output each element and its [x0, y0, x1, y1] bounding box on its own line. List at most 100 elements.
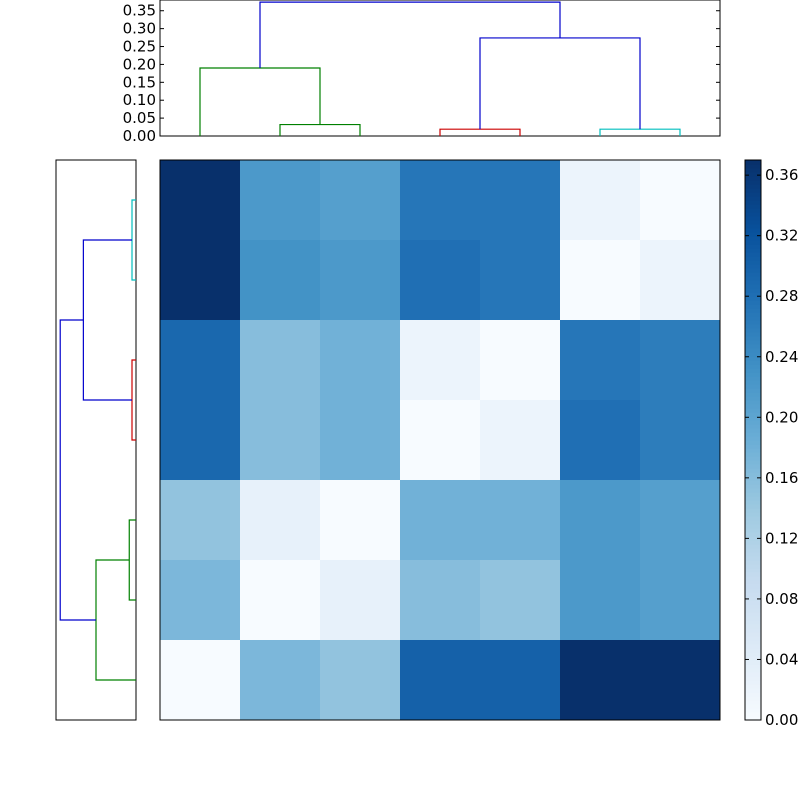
colorbar-gradient-step	[745, 200, 761, 205]
colorbar-gradient-step	[745, 544, 761, 549]
colorbar-gradient-step	[745, 232, 761, 237]
colorbar-gradient-step	[745, 308, 761, 313]
colorbar-gradient-step	[745, 372, 761, 377]
colorbar-gradient-step	[745, 688, 761, 693]
heatmap-cell	[400, 160, 481, 241]
colorbar-tick-label: 0.16	[765, 469, 798, 487]
colorbar-gradient-step	[745, 620, 761, 625]
colorbar-gradient-step	[745, 248, 761, 253]
colorbar-gradient-step	[745, 456, 761, 461]
heatmap-cell	[320, 480, 401, 561]
colorbar-tick-label: 0.36	[765, 166, 798, 184]
colorbar-gradient-step	[745, 528, 761, 533]
colorbar-gradient-step	[745, 648, 761, 653]
heatmap-cell	[560, 640, 641, 721]
colorbar-gradient-step	[745, 356, 761, 361]
top-dendrogram-ytick-label: 0.25	[123, 38, 156, 56]
colorbar-gradient-step	[745, 376, 761, 381]
colorbar-gradient-step	[745, 656, 761, 661]
heatmap-cell	[160, 640, 241, 721]
colorbar-gradient-step	[745, 536, 761, 541]
heatmap-cell	[400, 320, 481, 401]
colorbar-tick-label: 0.32	[765, 227, 798, 245]
colorbar-gradient-step	[745, 172, 761, 177]
colorbar-gradient-step	[745, 272, 761, 277]
top-dendrogram-ytick-label: 0.35	[123, 2, 156, 20]
colorbar-gradient-step	[745, 432, 761, 437]
heatmap-cell	[160, 240, 241, 321]
colorbar-gradient-step	[745, 260, 761, 265]
colorbar-gradient-step	[745, 564, 761, 569]
colorbar-gradient-step	[745, 268, 761, 273]
colorbar-gradient-step	[745, 292, 761, 297]
colorbar-gradient-step	[745, 524, 761, 529]
heatmap-cell	[240, 240, 321, 321]
colorbar-gradient-step	[745, 568, 761, 573]
colorbar-tick-label: 0.12	[765, 529, 798, 547]
colorbar-gradient-step	[745, 440, 761, 445]
top-dendrogram-link	[279, 123, 361, 136]
heatmap-cell	[240, 480, 321, 561]
colorbar-gradient-step	[745, 468, 761, 473]
colorbar-gradient-step	[745, 500, 761, 505]
colorbar-gradient-step	[745, 532, 761, 537]
heatmap-cell	[560, 480, 641, 561]
colorbar-gradient-step	[745, 624, 761, 629]
colorbar-gradient-step	[745, 684, 761, 689]
colorbar-gradient-step	[745, 360, 761, 365]
colorbar-gradient-step	[745, 700, 761, 705]
heatmap-cell	[640, 160, 721, 241]
colorbar-gradient-step	[745, 692, 761, 697]
colorbar-gradient-step	[745, 176, 761, 181]
colorbar-gradient-step	[745, 348, 761, 353]
heatmap-cell	[240, 320, 321, 401]
heatmap-cell	[480, 560, 561, 641]
colorbar-gradient-step	[745, 452, 761, 457]
heatmap-cell	[640, 400, 721, 481]
top-dendrogram-link	[199, 67, 321, 136]
colorbar-gradient-step	[745, 608, 761, 613]
colorbar-gradient-step	[745, 384, 761, 389]
colorbar-gradient-step	[745, 504, 761, 509]
heatmap-cell	[640, 480, 721, 561]
colorbar-gradient-step	[745, 364, 761, 369]
heatmap-cell	[480, 480, 561, 561]
heatmap-cell	[480, 160, 561, 241]
colorbar-tick-label: 0.04	[765, 650, 798, 668]
colorbar-gradient-step	[745, 596, 761, 601]
colorbar-gradient-step	[745, 208, 761, 213]
top-dendrogram-link	[599, 128, 681, 136]
heatmap	[159, 159, 721, 721]
colorbar-gradient-step	[745, 160, 761, 165]
heatmap-cell	[560, 160, 641, 241]
colorbar-gradient-step	[745, 380, 761, 385]
colorbar-gradient-step	[745, 460, 761, 465]
colorbar-gradient-step	[745, 420, 761, 425]
heatmap-cell	[160, 400, 241, 481]
colorbar-tick-label: 0.24	[765, 348, 798, 366]
colorbar-gradient-step	[745, 572, 761, 577]
colorbar-tick-label: 0.00	[765, 711, 798, 729]
heatmap-cell	[240, 160, 321, 241]
top-dendrogram-ytick-label: 0.30	[123, 20, 156, 38]
colorbar-gradient-step	[745, 664, 761, 669]
heatmap-cell	[640, 560, 721, 641]
colorbar-gradient-step	[745, 188, 761, 193]
colorbar-gradient-step	[745, 464, 761, 469]
colorbar-gradient-step	[745, 252, 761, 257]
heatmap-cell	[240, 640, 321, 721]
colorbar-gradient-step	[745, 548, 761, 553]
colorbar: 0.00 0.04 0.08 0.12 0.16 0.20 0.24 0.28 0.32 0.36	[744, 159, 798, 729]
top-dendrogram-link	[259, 1, 561, 68]
left-dendrogram	[55, 159, 137, 721]
left-dendrogram-link	[59, 319, 96, 621]
colorbar-gradient-step	[745, 316, 761, 321]
colorbar-gradient-step	[745, 320, 761, 325]
colorbar-gradient-step	[745, 448, 761, 453]
colorbar-gradient-step	[745, 196, 761, 201]
colorbar-gradient-step	[745, 616, 761, 621]
colorbar-gradient-step	[745, 668, 761, 673]
colorbar-gradient-step	[745, 240, 761, 245]
heatmap-cell	[320, 560, 401, 641]
colorbar-gradient-step	[745, 444, 761, 449]
